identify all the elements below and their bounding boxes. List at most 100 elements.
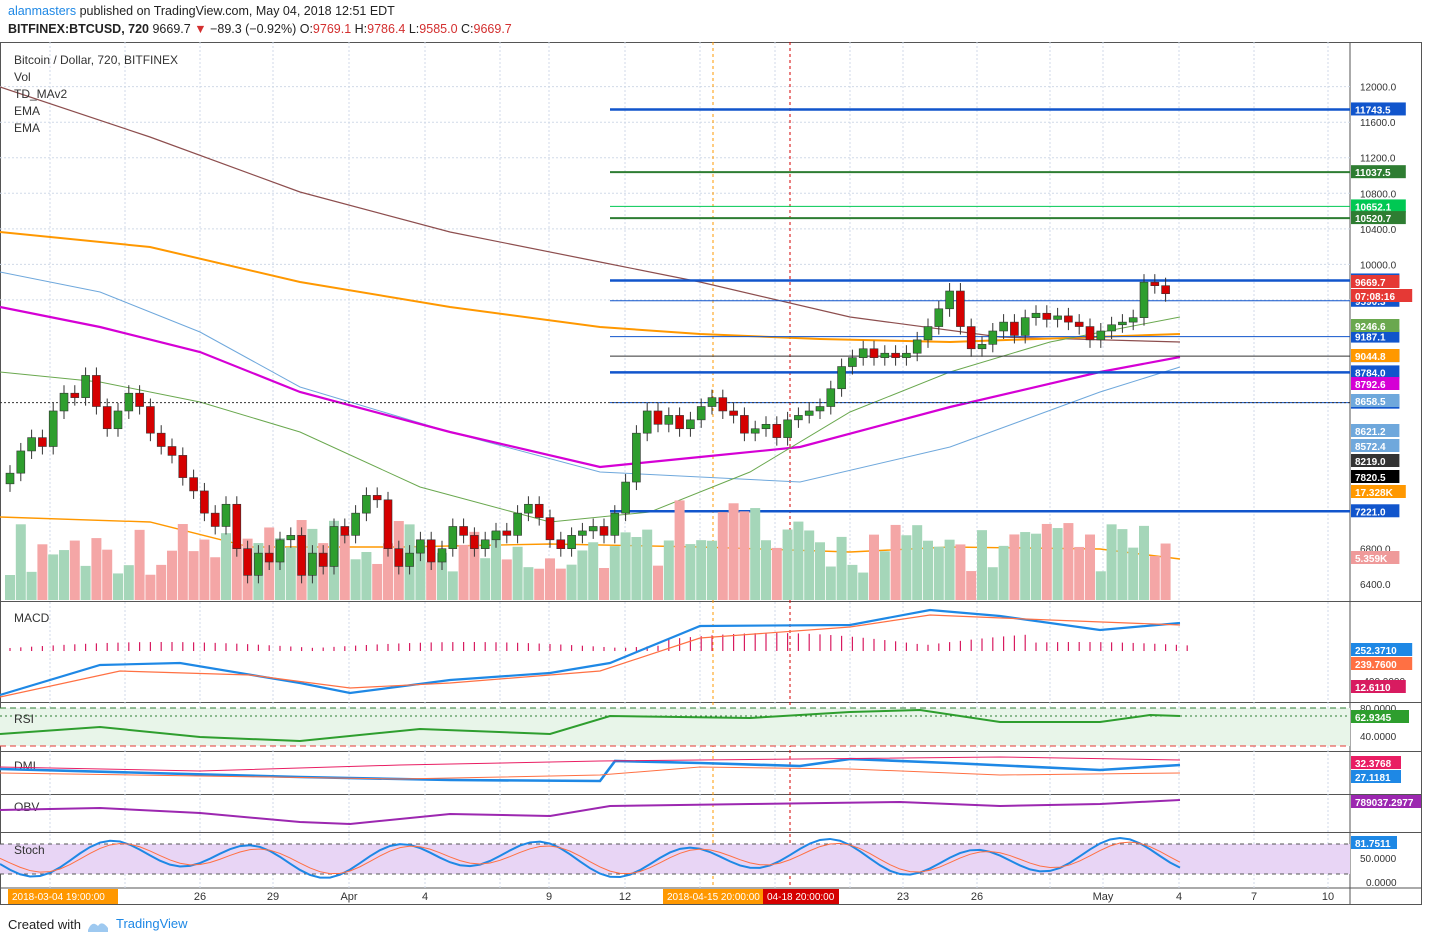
macd-badge (1351, 680, 1406, 693)
ema-100-line (0, 231, 1181, 344)
candle-body (102, 406, 112, 430)
candle-body (286, 535, 296, 541)
volume-bar (696, 540, 707, 600)
candle-body (1031, 312, 1041, 318)
volume-bar (577, 550, 588, 600)
price-axis-badge (1351, 485, 1406, 498)
tradingview-logo-icon (88, 923, 108, 932)
volume-bar (912, 525, 923, 600)
candle-body (135, 392, 144, 407)
macd-line (0, 608, 1181, 697)
time-tick-label: 4 (422, 891, 428, 903)
candle-body (124, 392, 134, 412)
tradingview-link[interactable]: TradingView (116, 916, 188, 931)
candle-body (1096, 330, 1106, 341)
rsi-band (0, 708, 1350, 746)
price-axis-badge-text: 8658.5 (1355, 397, 1386, 408)
volume-bar (609, 546, 620, 600)
candle-body (70, 392, 80, 398)
price-axis-badge-text: 9044.8 (1355, 352, 1386, 363)
price-axis-badge (1351, 199, 1406, 213)
price-axis-badge (1351, 319, 1400, 332)
candle-body (772, 423, 782, 438)
candle-body (804, 410, 814, 416)
candle-body (567, 535, 576, 549)
candle-body (664, 415, 674, 425)
candle-body (902, 352, 911, 358)
published-text: published on TradingView.com, May 04, 20… (79, 4, 395, 18)
volume-bar (631, 537, 642, 600)
price-tick-label: 6800.0 (1360, 545, 1391, 556)
author-link[interactable]: alanmasters (8, 4, 77, 18)
candle-body (351, 512, 360, 536)
legend-entry: Vol (14, 70, 31, 84)
volume-bar (48, 554, 59, 600)
volume-bar (437, 552, 447, 600)
time-tick-label: 12 (619, 891, 631, 903)
dmi-badge-text: 32.3768 (1355, 759, 1392, 770)
rsi-tick-label: 80.0000 (1360, 704, 1397, 715)
created-with-text: Created with (8, 917, 81, 932)
candle-body (308, 552, 317, 576)
volume-bar (566, 564, 577, 600)
price-axis-badge-text: 10520.7 (1355, 214, 1392, 225)
candle-body (545, 517, 555, 541)
dmi-adx-line (0, 757, 1181, 783)
volume-bar (728, 503, 739, 600)
candle-body (934, 308, 944, 327)
candle-body (448, 526, 458, 549)
price-tick-label: 10000.0 (1360, 260, 1397, 271)
candle-body (92, 375, 101, 407)
volume-bar (599, 568, 609, 600)
volume-bar (1149, 556, 1160, 600)
candle-body (610, 512, 620, 536)
volume-bar (663, 540, 674, 600)
volume-bar (177, 524, 188, 600)
volume-bar (782, 529, 793, 600)
candle-body (761, 423, 771, 430)
stoch-tick-label: 0.0000 (1366, 878, 1397, 889)
candle-body (48, 410, 58, 447)
volume-bar (944, 539, 955, 600)
price-axis-badge-text: 9669.7 (1355, 278, 1386, 289)
time-tick-label: 26 (971, 891, 983, 903)
open-value: 9769.1 (312, 22, 352, 36)
volume-bar (847, 564, 858, 600)
stoch-badge (1351, 836, 1397, 849)
volume-bar (59, 550, 69, 600)
price-tick-label: 12000.0 (1360, 83, 1397, 94)
price-axis-badge-text: 8784.0 (1355, 368, 1386, 379)
candle-body (491, 530, 501, 541)
candle-body (988, 330, 998, 345)
dmi-badge (1351, 756, 1401, 769)
candle-body (167, 446, 177, 456)
macd-badge-text: 239.7600 (1355, 660, 1397, 671)
price-axis-badge (1351, 289, 1413, 302)
candle-body (1042, 312, 1052, 320)
price-axis-badge-text: 10652.1 (1355, 202, 1392, 213)
volume-bar (372, 563, 383, 600)
obv-badge (1351, 795, 1421, 808)
candle-body (362, 495, 371, 514)
stoch-d-line (0, 841, 1181, 875)
chart-header: alanmasters published on TradingView.com… (0, 0, 1429, 42)
candle-body (1150, 281, 1160, 286)
candle-body (502, 530, 512, 536)
rsi-label: RSI (14, 712, 34, 726)
volume-bar (512, 546, 523, 600)
price-axis-badge (1351, 329, 1400, 343)
chart-canvas[interactable]: 12000.0 11600.0 11200.0 10800.0 10400.0 10000… (0, 42, 1429, 908)
time-axis-badge (663, 889, 763, 904)
time-tick-label: 10 (1322, 891, 1334, 903)
dmi-plus-line (0, 756, 1181, 772)
volume-bar (933, 546, 944, 600)
volume-bar (123, 565, 134, 600)
symbol-name[interactable]: BITFINEX:BTCUSD, 720 (8, 22, 149, 36)
volume-bar (426, 562, 437, 600)
price-axis-badge-text: 7820.5 (1355, 473, 1386, 484)
volume-bar (987, 567, 998, 600)
volume-bar (1160, 543, 1171, 600)
volume-bar (15, 524, 26, 600)
candle-body (264, 552, 274, 563)
candle-body (394, 548, 404, 567)
